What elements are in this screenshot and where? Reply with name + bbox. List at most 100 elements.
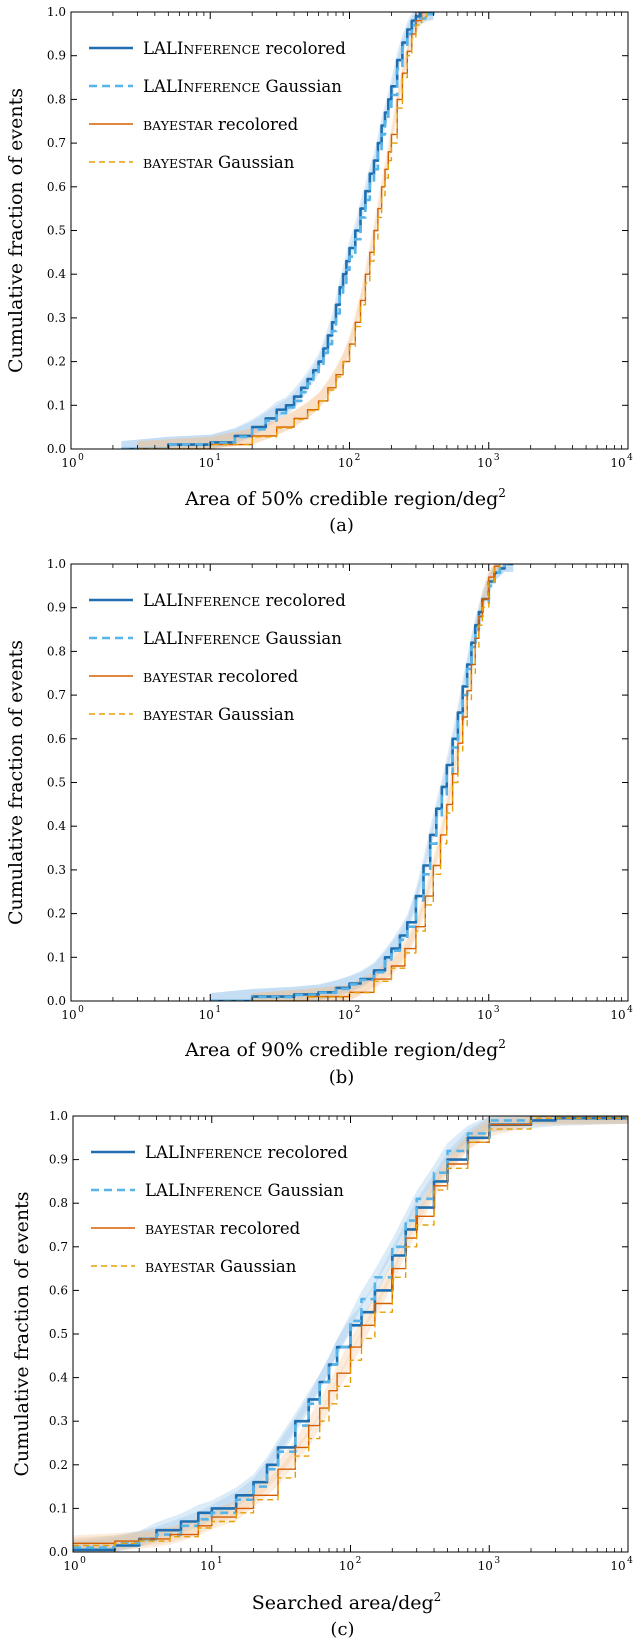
legend-label-main: LALI <box>143 77 183 96</box>
x-tick-label: 10 2 <box>339 1556 362 1573</box>
legend-label: LALINFERENCE recolored <box>145 1143 348 1162</box>
x-tick-base: 10 <box>199 456 214 470</box>
series-line-3 <box>252 564 501 1001</box>
x-tick-base: 10 <box>478 1559 493 1573</box>
x-tick-label: 10 0 <box>63 1556 86 1573</box>
legend-label-smallcaps: BAYESTAR <box>143 670 213 685</box>
y-tick-label: 0.5 <box>47 224 66 238</box>
y-tick-label: 0.9 <box>47 49 66 63</box>
x-tick-label: 10 2 <box>338 453 361 470</box>
x-tick-exp: 2 <box>355 1005 361 1015</box>
legend-label: BAYESTAR Gaussian <box>145 1257 297 1276</box>
x-tick-label: 10 2 <box>338 1005 361 1022</box>
x-tick-exp: 0 <box>78 453 84 463</box>
x-axis-title: Searched area/deg2 <box>252 1590 442 1614</box>
legend-label-main: LALI <box>143 591 183 610</box>
legend-label-smallcaps: BAYESTAR <box>143 708 213 723</box>
x-tick-label: 10 3 <box>478 1556 501 1573</box>
legend-label-rest: Gaussian <box>260 77 342 96</box>
legend-label-rest: recolored <box>215 1219 301 1238</box>
x-tick-label: 10 1 <box>200 1556 223 1573</box>
legend-label: LALINFERENCE Gaussian <box>145 1181 344 1200</box>
y-tick-label: 0.8 <box>49 1196 68 1210</box>
legend-label-main: LALI <box>143 629 183 648</box>
series-line-3 <box>73 1116 628 1547</box>
y-tick-label: 0.9 <box>47 601 66 615</box>
y-tick-label: 0.4 <box>47 819 66 833</box>
y-axis-title: Cumulative fraction of events <box>5 640 27 925</box>
legend-label: LALINFERENCE recolored <box>143 39 346 58</box>
legend-label: BAYESTAR recolored <box>145 1219 301 1238</box>
x-tick-label: 10 0 <box>61 453 84 470</box>
x-tick-exp: 3 <box>494 453 500 463</box>
legend-label-main: LALI <box>145 1143 185 1162</box>
x-axis-title-text: Searched area/deg <box>252 1592 434 1614</box>
x-tick-exp: 4 <box>627 453 633 463</box>
x-tick-label: 10 3 <box>477 1005 500 1022</box>
x-tick-exp: 3 <box>494 1005 500 1015</box>
y-tick-label: 0.0 <box>49 1545 68 1559</box>
y-tick-label: 0.6 <box>47 732 66 746</box>
x-tick-label: 10 4 <box>610 1556 633 1573</box>
y-tick-label: 0.7 <box>47 688 66 702</box>
legend-label-smallcaps: NFERENCE <box>183 42 260 57</box>
y-tick-label: 0.1 <box>47 950 66 964</box>
y-tick-label: 0.0 <box>47 994 66 1008</box>
x-tick-exp: 4 <box>627 1005 633 1015</box>
x-tick-base: 10 <box>610 1008 625 1022</box>
panel-label: (c) <box>330 1619 354 1640</box>
x-tick-base: 10 <box>61 456 76 470</box>
x-tick-label: 10 1 <box>199 1005 222 1022</box>
legend-label-main: LALI <box>143 39 183 58</box>
x-axis-title-sup: 2 <box>498 1037 506 1051</box>
legend-label-rest: Gaussian <box>213 153 295 172</box>
y-tick-label: 0.5 <box>49 1327 68 1341</box>
series-line-0 <box>210 564 514 1001</box>
y-tick-label: 0.4 <box>47 267 66 281</box>
x-tick-base: 10 <box>61 1008 76 1022</box>
legend-label-smallcaps: NFERENCE <box>183 80 260 95</box>
legend-label-smallcaps: BAYESTAR <box>143 156 213 171</box>
y-tick-label: 0.7 <box>49 1240 68 1254</box>
x-tick-base: 10 <box>338 1008 353 1022</box>
x-tick-base: 10 <box>200 1559 215 1573</box>
legend-label: BAYESTAR Gaussian <box>143 705 295 724</box>
y-tick-label: 1.0 <box>49 1109 68 1123</box>
x-tick-label: 10 4 <box>610 453 633 470</box>
legend-label-rest: recolored <box>260 39 346 58</box>
plot-area <box>73 1116 628 1552</box>
x-tick-exp: 1 <box>215 1005 221 1015</box>
y-tick-label: 0.3 <box>47 311 66 325</box>
panel-c: 0.00.10.20.30.40.50.60.70.80.91.010 0 10 1 1… <box>11 1109 633 1640</box>
y-tick-label: 0.4 <box>49 1371 68 1385</box>
x-axis-title-text: Area of 90% credible region/deg <box>184 1039 498 1061</box>
x-tick-exp: 0 <box>80 1556 86 1566</box>
legend-label-smallcaps: NFERENCE <box>185 1146 262 1161</box>
legend-label-main: LALI <box>145 1181 185 1200</box>
x-tick-exp: 3 <box>494 1556 500 1566</box>
x-tick-base: 10 <box>477 456 492 470</box>
legend-label: LALINFERENCE recolored <box>143 591 346 610</box>
legend-label: BAYESTAR recolored <box>143 115 299 134</box>
y-tick-label: 0.1 <box>49 1501 68 1515</box>
x-axis-title: Area of 50% credible region/deg2 <box>184 486 506 510</box>
y-tick-label: 0.2 <box>47 907 66 921</box>
y-tick-label: 0.6 <box>47 180 66 194</box>
x-tick-exp: 0 <box>78 1005 84 1015</box>
series-band-0 <box>210 564 514 1001</box>
legend-label-rest: Gaussian <box>215 1257 297 1276</box>
y-tick-label: 0.8 <box>47 92 66 106</box>
x-tick-exp: 2 <box>355 453 361 463</box>
x-tick-label: 10 0 <box>61 1005 84 1022</box>
legend-label-rest: recolored <box>213 115 299 134</box>
y-tick-label: 0.3 <box>47 863 66 877</box>
panel-b: 0.00.10.20.30.40.50.60.70.80.91.010 0 10 1 1… <box>5 557 633 1088</box>
x-tick-base: 10 <box>339 1559 354 1573</box>
y-axis-title: Cumulative fraction of events <box>11 1191 33 1476</box>
x-tick-exp: 4 <box>627 1556 633 1566</box>
series-line-1 <box>210 564 514 1001</box>
series-line-2 <box>73 1116 628 1544</box>
plot-area <box>121 12 435 449</box>
